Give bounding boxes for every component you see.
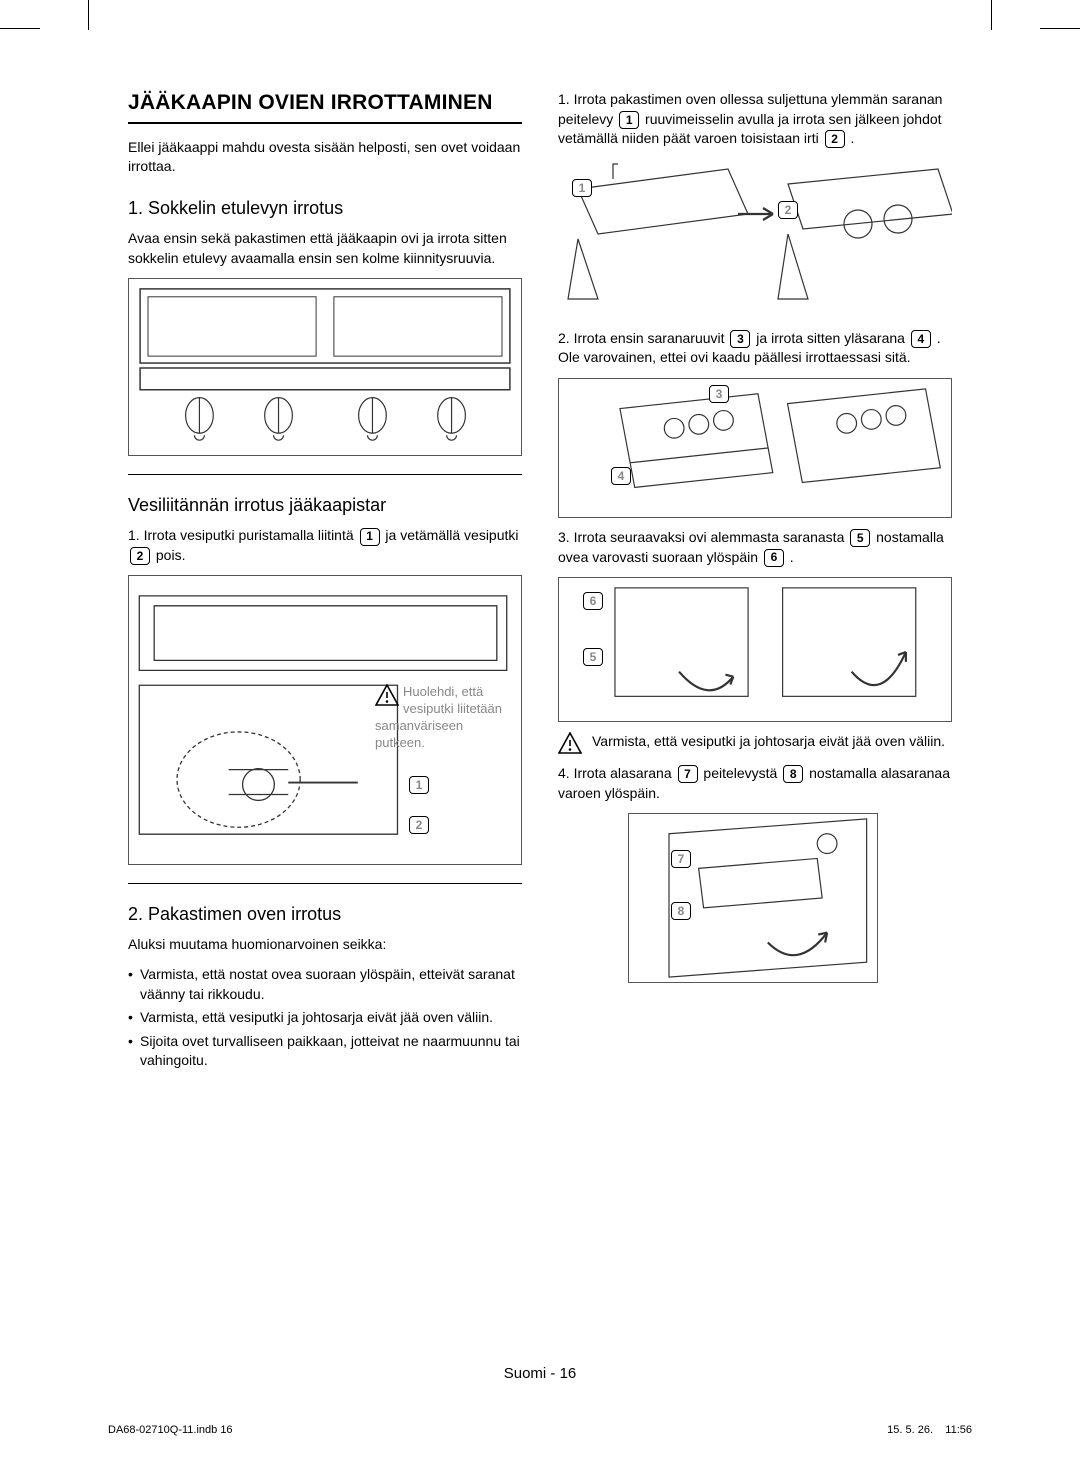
figure-callout-1: 1	[409, 776, 429, 794]
callout-8: 8	[783, 765, 803, 783]
text-fragment: .	[786, 549, 794, 565]
figure-callout-2: 2	[409, 816, 429, 834]
section1-title: 1. Sokkelin etulevyn irrotus	[128, 198, 522, 219]
figure-warning-note: Huolehdi, että vesiputki liitetään saman…	[375, 684, 515, 752]
callout-1: 1	[619, 111, 639, 129]
callout-6: 6	[764, 549, 784, 567]
footer-date: 15. 5. 26.	[887, 1424, 933, 1436]
figure-callout-1: 1	[572, 179, 592, 197]
bullet-item: Varmista, että vesiputki ja johtosarja e…	[128, 1008, 522, 1028]
figure-callout-5: 5	[583, 648, 603, 666]
main-heading: JÄÄKAAPIN OVIEN IRROTTAMINEN	[128, 90, 522, 124]
page-footer-right: 15. 5. 26. 11:56	[887, 1424, 972, 1436]
intro-text: Ellei jääkaappi mahdu ovesta sisään help…	[128, 138, 522, 176]
warning-text: Varmista, että vesiputki ja johtosarja e…	[592, 732, 945, 752]
callout-5: 5	[850, 529, 870, 547]
caution-icon	[375, 684, 399, 706]
crop-mark	[88, 0, 89, 30]
right-step2: 2. Irrota ensin saranaruuvit 3 ja irrota…	[558, 329, 952, 368]
page-content: JÄÄKAAPIN OVIEN IRROTTAMINEN Ellei jääka…	[128, 90, 952, 1075]
footer-time: 11:56	[945, 1424, 972, 1436]
text-fragment: .	[847, 130, 855, 146]
figure-callout-8: 8	[671, 902, 691, 920]
diagram-plinth	[129, 279, 521, 455]
text-fragment: 4. Irrota alasarana	[558, 765, 676, 781]
text-fragment: 1. Irrota vesiputki puristamalla liitint…	[128, 527, 358, 543]
figure-water-disconnect: Huolehdi, että vesiputki liitetään saman…	[128, 575, 522, 865]
figure-callout-3: 3	[709, 385, 729, 403]
text-fragment: ja vetämällä vesiputki	[382, 527, 519, 543]
text-fragment: pois.	[152, 547, 185, 563]
warning-row: Varmista, että vesiputki ja johtosarja e…	[558, 732, 952, 754]
page-footer-center: Suomi - 16	[0, 1365, 1080, 1382]
figure-callout-2: 2	[778, 201, 798, 219]
crop-mark	[991, 0, 992, 30]
section1-body: Avaa ensin sekä pakastimen että jääkaapi…	[128, 229, 522, 268]
right-step4: 4. Irrota alasarana 7 peitelevystä 8 nos…	[558, 764, 952, 803]
diagram-hinge-cover	[558, 159, 952, 319]
figure-upper-hinge: 3 4	[558, 378, 952, 518]
left-column: JÄÄKAAPIN OVIEN IRROTTAMINEN Ellei jääka…	[128, 90, 522, 1075]
section3-lead: Aluksi muutama huomionarvoinen seikka:	[128, 935, 522, 955]
caution-icon	[558, 732, 582, 754]
bullet-item: Varmista, että nostat ovea suoraan ylösp…	[128, 965, 522, 1004]
right-step1: 1. Irrota pakastimen oven ollessa suljet…	[558, 90, 952, 149]
section3-title: 2. Pakastimen oven irrotus	[128, 904, 522, 925]
figure-plinth-removal	[128, 278, 522, 456]
callout-2: 2	[825, 130, 845, 148]
callout-4: 4	[911, 330, 931, 348]
crop-mark	[0, 28, 40, 29]
diagram-upper-hinge	[559, 379, 951, 517]
figure-lower-hinge-lift: 6 5	[558, 577, 952, 722]
figure-callout-6: 6	[583, 592, 603, 610]
divider	[128, 474, 522, 475]
figure-hinge-cover: 1 2	[558, 159, 952, 319]
callout-1: 1	[360, 528, 380, 546]
figure-callout-4: 4	[611, 467, 631, 485]
right-column: 1. Irrota pakastimen oven ollessa suljet…	[558, 90, 952, 1075]
text-fragment: ja irrota sitten yläsarana	[752, 330, 908, 346]
text-fragment: peitelevystä	[700, 765, 782, 781]
callout-2: 2	[130, 547, 150, 565]
section3-bullets: Varmista, että nostat ovea suoraan ylösp…	[128, 965, 522, 1071]
text-fragment: 2. Irrota ensin saranaruuvit	[558, 330, 728, 346]
figure-callout-7: 7	[671, 850, 691, 868]
bullet-item: Sijoita ovet turvalliseen paikkaan, jott…	[128, 1032, 522, 1071]
callout-7: 7	[678, 765, 698, 783]
section2-body: 1. Irrota vesiputki puristamalla liitint…	[128, 526, 522, 565]
divider	[128, 883, 522, 884]
section2-title: Vesiliitännän irrotus jääkaapistar	[128, 495, 522, 516]
text-fragment: 3. Irrota seuraavaksi ovi alemmasta sara…	[558, 529, 848, 545]
diagram-lower-hinge-lift	[559, 578, 951, 721]
callout-3: 3	[730, 330, 750, 348]
page-footer-left: DA68-02710Q-11.indb 16	[108, 1424, 233, 1436]
figure-bottom-hinge: 7 8	[628, 813, 878, 983]
diagram-bottom-hinge	[629, 814, 877, 982]
crop-mark	[1040, 28, 1080, 29]
right-step3: 3. Irrota seuraavaksi ovi alemmasta sara…	[558, 528, 952, 567]
